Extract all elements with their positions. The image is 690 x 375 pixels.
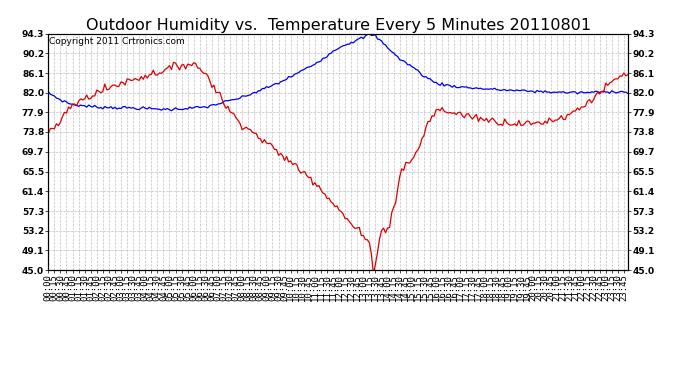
Text: Copyright 2011 Crtronics.com: Copyright 2011 Crtronics.com: [50, 37, 185, 46]
Title: Outdoor Humidity vs.  Temperature Every 5 Minutes 20110801: Outdoor Humidity vs. Temperature Every 5…: [86, 18, 591, 33]
